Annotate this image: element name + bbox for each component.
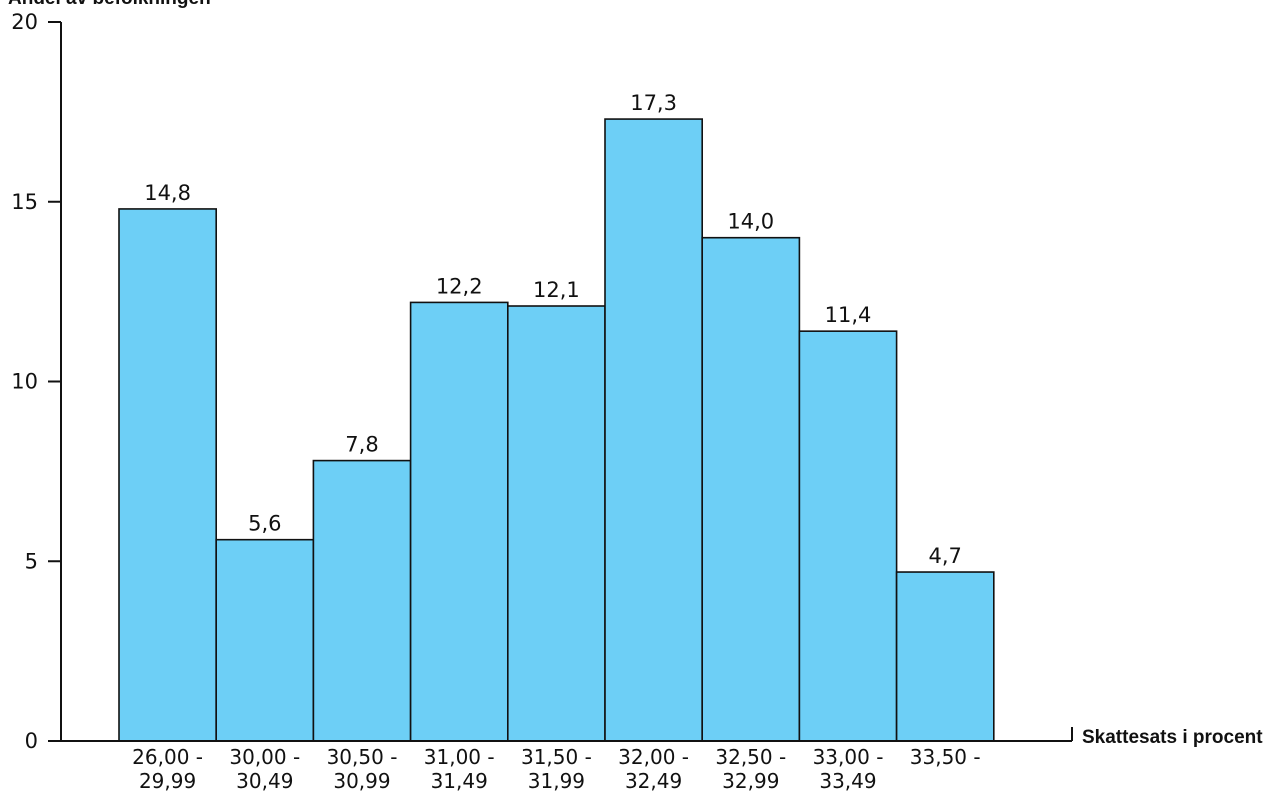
- y-tick-label: 15: [11, 190, 38, 214]
- x-tick-label: 31,00 -: [424, 745, 495, 769]
- data-label: 4,7: [928, 544, 961, 568]
- data-label: 17,3: [630, 91, 677, 115]
- x-tick-label: 30,50 -: [327, 745, 398, 769]
- data-label: 14,0: [727, 210, 774, 234]
- bar: [118, 208, 217, 742]
- data-label: 12,2: [436, 274, 483, 298]
- bar: [895, 571, 995, 742]
- x-tick-label: 29,99: [139, 769, 196, 793]
- bar: [701, 236, 801, 742]
- x-tick-label: 32,00 -: [618, 745, 689, 769]
- x-tick-label: 32,49: [625, 769, 682, 793]
- x-tick-label: 30,99: [333, 769, 390, 793]
- ticks-layer: 26,00 -29,99 30,00 -30,49 30,50 -30,99 31,0…: [11, 10, 980, 793]
- x-tick-label: 31,50 -: [521, 745, 592, 769]
- x-tick-label: 33,49: [819, 769, 876, 793]
- x-tick-label: 31,49: [431, 769, 488, 793]
- bar: [312, 459, 412, 742]
- bar: [215, 538, 315, 742]
- y-tick-label: 0: [25, 729, 38, 753]
- x-tick-label: 32,50 -: [715, 745, 786, 769]
- x-tick-label: 31,99: [528, 769, 585, 793]
- data-label: 11,4: [825, 303, 872, 327]
- bar: [798, 330, 898, 742]
- x-axis-title: Skattesats i procent: [1082, 727, 1263, 748]
- x-tick-label: 33,00 -: [813, 745, 884, 769]
- y-tick-label: 10: [11, 370, 38, 394]
- data-label: 12,1: [533, 278, 580, 302]
- data-label: 14,8: [144, 181, 191, 205]
- y-tick-label: 5: [25, 549, 38, 573]
- data-labels-layer: 14,8 5,6 7,8 12,2 12,1 17,3 14,0 11,4 4,7: [144, 91, 962, 568]
- bar: [604, 118, 703, 742]
- bar: [506, 305, 606, 742]
- y-axis-title: Andel av befolkningen: [8, 0, 211, 9]
- bar: [409, 301, 509, 742]
- y-tick-label: 20: [11, 10, 38, 34]
- x-tick-label: 30,00 -: [229, 745, 300, 769]
- x-tick-label: 26,00 -: [132, 745, 203, 769]
- x-tick-label: 30,49: [236, 769, 293, 793]
- data-label: 7,8: [345, 433, 378, 457]
- x-tick-label: 32,99: [722, 769, 779, 793]
- bars-layer: [118, 118, 995, 742]
- data-label: 5,6: [248, 512, 281, 536]
- x-tick-label: 33,50 -: [910, 745, 981, 769]
